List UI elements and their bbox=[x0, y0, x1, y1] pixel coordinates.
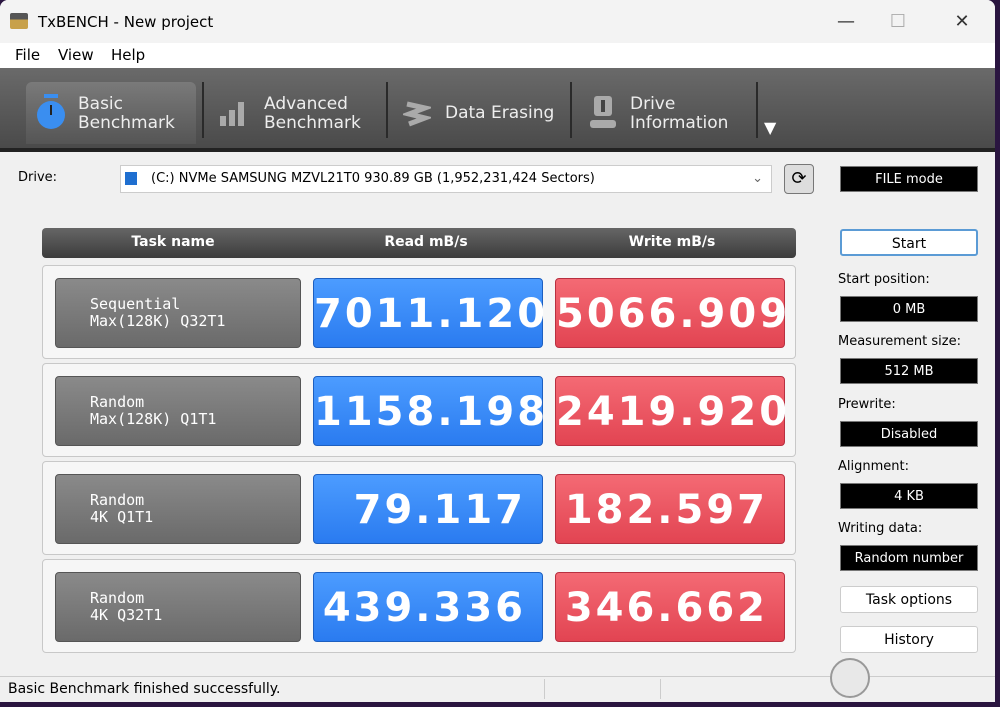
minimize-button[interactable]: — bbox=[837, 11, 855, 32]
task-name: Random bbox=[90, 393, 145, 411]
divider bbox=[544, 679, 545, 699]
write-value: 346.662 bbox=[555, 572, 785, 642]
task-button[interactable]: Random 4K Q1T1 bbox=[55, 474, 301, 544]
result-row: Sequential Max(128K) Q32T1 7011.120 5066.… bbox=[42, 265, 796, 359]
column-header: Write mB/s bbox=[628, 234, 716, 250]
tab-label: Drive bbox=[630, 94, 676, 114]
drive-value: (C:) NVMe SAMSUNG MZVL21T0 930.89 GB (1,… bbox=[151, 171, 595, 186]
maximize-button[interactable]: ☐ bbox=[889, 11, 907, 32]
refresh-button[interactable]: ⟳ bbox=[784, 164, 814, 194]
write-value: 2419.920 bbox=[555, 376, 787, 446]
writing-data-value[interactable]: Random number bbox=[840, 545, 978, 571]
menu-help[interactable]: Help bbox=[111, 46, 146, 64]
read-value: 439.336 bbox=[313, 572, 543, 642]
read-value: 7011.120 bbox=[313, 278, 545, 348]
tab-advanced-benchmark[interactable]: Advanced Benchmark bbox=[210, 82, 385, 144]
drive-select[interactable]: (C:) NVMe SAMSUNG MZVL21T0 930.89 GB (1,… bbox=[120, 165, 772, 193]
history-button[interactable]: History bbox=[840, 626, 978, 653]
tab-basic-benchmark[interactable]: Basic Benchmark bbox=[26, 82, 196, 144]
watermark-logo bbox=[830, 658, 874, 698]
task-button[interactable]: Random 4K Q32T1 bbox=[55, 572, 301, 642]
task-button[interactable]: Sequential Max(128K) Q32T1 bbox=[55, 278, 301, 348]
column-header: Task name bbox=[131, 234, 215, 250]
result-row: Random Max(128K) Q1T1 1158.198 2419.920 bbox=[42, 363, 796, 457]
tab-label: Basic bbox=[78, 94, 124, 114]
title-bar: TxBENCH - New project — ☐ ✕ bbox=[0, 0, 995, 43]
column-header: Read mB/s bbox=[384, 234, 468, 250]
toolbar: Basic Benchmark Advanced Benchmark Data Er… bbox=[0, 68, 995, 152]
prewrite-value[interactable]: Disabled bbox=[840, 421, 978, 447]
task-name: Random bbox=[90, 491, 145, 509]
result-row: Random 4K Q32T1 439.336 346.662 bbox=[42, 559, 796, 653]
start-button[interactable]: Start bbox=[840, 229, 978, 256]
tab-data-erasing[interactable]: Data Erasing bbox=[395, 82, 567, 144]
start-position-label: Start position: bbox=[838, 272, 930, 287]
divider bbox=[386, 82, 388, 138]
tab-label: Data Erasing bbox=[445, 103, 555, 123]
app-icon bbox=[10, 13, 28, 29]
close-button[interactable]: ✕ bbox=[954, 11, 970, 32]
menu-view[interactable]: View bbox=[58, 46, 94, 64]
writing-data-label: Writing data: bbox=[838, 521, 923, 536]
tab-drive-information[interactable]: Drive Information bbox=[580, 82, 750, 144]
bar-chart-icon bbox=[220, 102, 244, 126]
status-bar: Basic Benchmark finished successfully. bbox=[0, 676, 995, 702]
menu-bar: File View Help bbox=[0, 43, 995, 68]
drive-icon bbox=[125, 172, 137, 185]
measurement-size-value[interactable]: 512 MB bbox=[840, 358, 978, 384]
tab-label: Benchmark bbox=[264, 113, 361, 133]
prewrite-label: Prewrite: bbox=[838, 397, 896, 412]
drive-info-icon bbox=[590, 96, 616, 128]
result-row: Random 4K Q1T1 79.117 182.597 bbox=[42, 461, 796, 555]
alignment-label: Alignment: bbox=[838, 459, 909, 474]
results-header: Task name Read mB/s Write mB/s bbox=[42, 228, 796, 258]
alignment-value[interactable]: 4 KB bbox=[840, 483, 978, 509]
eraser-icon bbox=[403, 101, 431, 127]
write-value: 182.597 bbox=[555, 474, 785, 544]
read-value: 1158.198 bbox=[313, 376, 545, 446]
tab-label: Information bbox=[630, 113, 729, 133]
start-position-value[interactable]: 0 MB bbox=[840, 296, 978, 322]
mode-indicator: FILE mode bbox=[840, 166, 978, 192]
task-name: Random bbox=[90, 589, 145, 607]
measurement-size-label: Measurement size: bbox=[838, 334, 961, 349]
task-params: Max(128K) Q1T1 bbox=[90, 410, 217, 428]
write-value: 5066.909 bbox=[555, 278, 787, 348]
task-options-button[interactable]: Task options bbox=[840, 586, 978, 613]
menu-file[interactable]: File bbox=[15, 46, 41, 64]
read-value: 79.117 bbox=[313, 474, 543, 544]
task-params: Max(128K) Q32T1 bbox=[90, 312, 226, 330]
drive-label: Drive: bbox=[18, 170, 58, 185]
more-tabs-dropdown-icon[interactable]: ▼ bbox=[764, 118, 777, 137]
task-name: Sequential bbox=[90, 295, 181, 313]
task-params: 4K Q32T1 bbox=[90, 606, 163, 624]
tab-label: Advanced bbox=[264, 94, 348, 114]
tab-label: Benchmark bbox=[78, 113, 175, 133]
task-button[interactable]: Random Max(128K) Q1T1 bbox=[55, 376, 301, 446]
task-params: 4K Q1T1 bbox=[90, 508, 154, 526]
divider bbox=[570, 82, 572, 138]
stopwatch-icon bbox=[37, 94, 65, 129]
divider bbox=[660, 679, 661, 699]
chevron-down-icon: ⌄ bbox=[752, 171, 763, 186]
divider bbox=[202, 82, 204, 138]
status-text: Basic Benchmark finished successfully. bbox=[8, 681, 281, 697]
window-title: TxBENCH - New project bbox=[38, 13, 214, 31]
divider bbox=[756, 82, 758, 138]
